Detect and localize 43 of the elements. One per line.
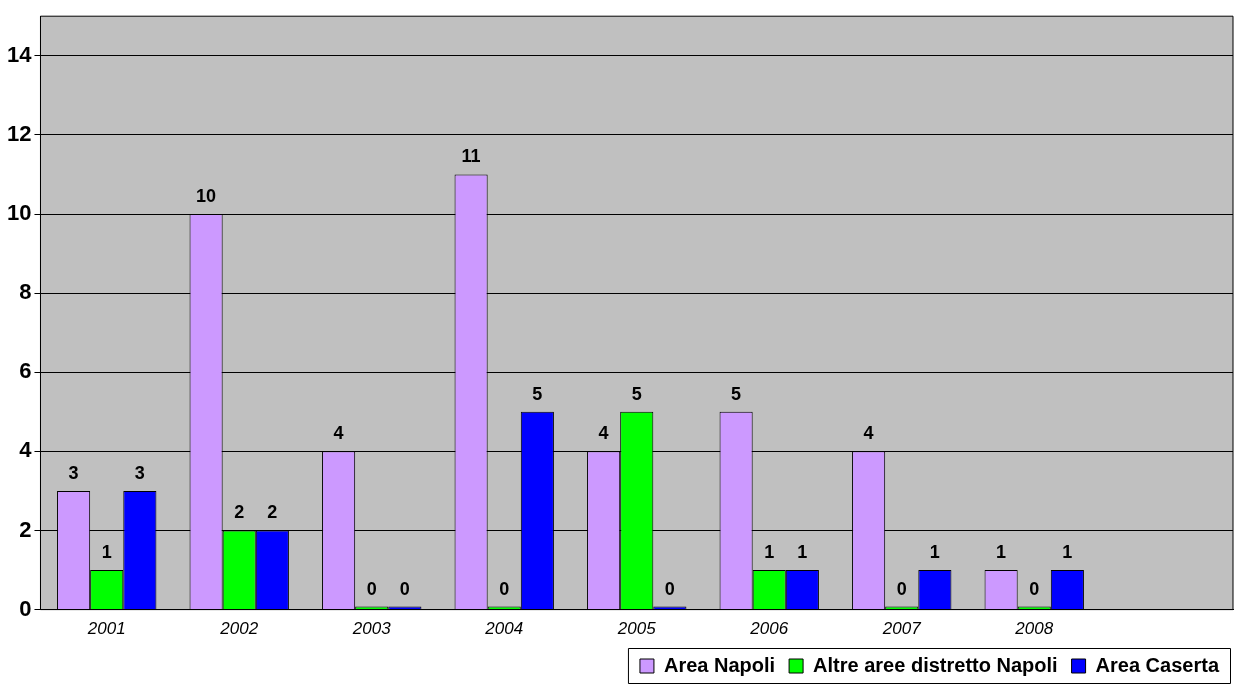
y-tick-label: 2 (19, 516, 32, 542)
data-label: 3 (134, 462, 145, 483)
data-label: 0 (896, 578, 907, 599)
data-label: 1 (764, 542, 775, 563)
data-label: 0 (1029, 578, 1040, 599)
y-tick-label: 4 (19, 437, 33, 463)
data-label: 4 (333, 423, 344, 444)
data-label: 1 (996, 542, 1007, 563)
data-label: 1 (101, 542, 112, 563)
data-label: 3 (68, 462, 79, 483)
data-label: 10 (196, 185, 217, 206)
data-label: 4 (598, 423, 609, 444)
data-label: 4 (863, 423, 874, 444)
data-label: 0 (399, 578, 410, 599)
data-label: 0 (664, 578, 675, 599)
x-tick-label: 2001 (86, 618, 126, 638)
legend-label: Area Caserta (1095, 653, 1220, 676)
x-tick-label: 2006 (749, 618, 789, 638)
data-label: 2 (267, 502, 278, 523)
data-label: 0 (366, 578, 377, 599)
x-tick-label: 2008 (1014, 618, 1054, 638)
x-tick-label: 2003 (351, 618, 392, 638)
data-label: 5 (532, 383, 543, 404)
legend-label: Altre aree distretto Napoli (813, 653, 1058, 676)
data-label: 1 (797, 542, 808, 563)
data-label: 2 (234, 502, 245, 523)
data-label: 0 (499, 578, 510, 599)
data-label: 5 (731, 383, 742, 404)
y-tick-label: 6 (19, 358, 32, 384)
y-tick-label: 8 (19, 279, 32, 305)
data-label: 5 (631, 383, 642, 404)
x-tick-label: 2007 (881, 618, 922, 638)
data-label: 11 (461, 146, 481, 167)
data-label: 1 (929, 542, 940, 563)
data-label: 1 (1062, 542, 1073, 563)
y-tick-label: 0 (19, 595, 32, 621)
x-tick-label: 2002 (219, 618, 259, 638)
x-tick-label: 2005 (616, 618, 657, 638)
y-tick-label: 10 (6, 200, 32, 226)
legend-label: Area Napoli (663, 653, 776, 676)
y-tick-label: 12 (6, 120, 32, 146)
x-tick-label: 2004 (484, 618, 524, 638)
y-tick-label: 14 (6, 41, 33, 67)
